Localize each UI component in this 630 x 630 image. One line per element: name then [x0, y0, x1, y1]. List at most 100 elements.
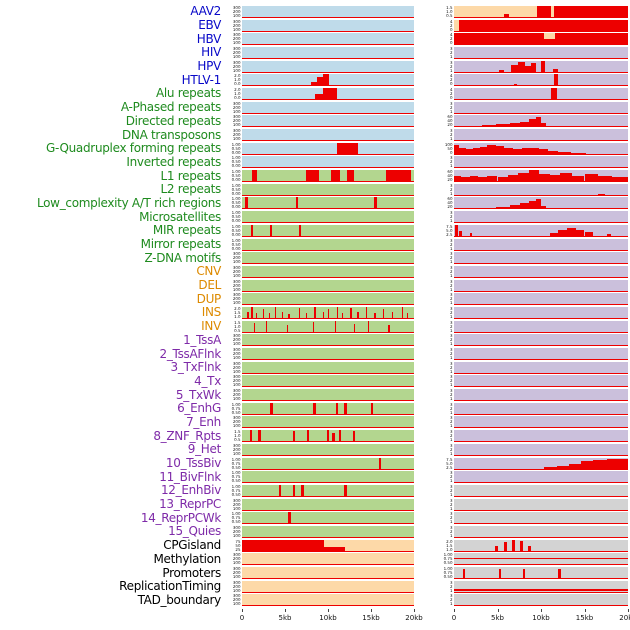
track-row: HBV 300 200 100 4 2 0 [0, 32, 628, 46]
signal-bar [525, 66, 531, 73]
track-panel-right [454, 170, 628, 183]
y-tick-label: 2.0 [234, 74, 241, 79]
track-panel-right [454, 279, 628, 292]
track-row: L2 repeats 1.00 0.50 0.00 3 2 1 [0, 183, 628, 197]
signal-bar [520, 541, 524, 552]
y-tick-label: 300 [232, 348, 241, 353]
signal-bar [288, 512, 292, 525]
track-label-10-tssbiv: 10_TssBiv [165, 456, 221, 471]
track-panel-right [454, 265, 628, 278]
track-row: 4_Tx 300 200 100 3 2 1 [0, 374, 628, 389]
y-axis-ticks-left: 300 200 100 [225, 526, 242, 538]
track-panel-right [454, 594, 628, 607]
y-tick-label: 200 [232, 364, 241, 370]
track-row: CNV 300 200 100 3 2 1 [0, 265, 628, 279]
y-tick-label: 200 [232, 22, 241, 28]
signal-bar [528, 119, 536, 128]
signal-bar [546, 208, 559, 210]
y-axis-ticks-left: 1.00 0.50 0.00 [225, 225, 242, 237]
y-tick-label: 3 [449, 46, 453, 51]
signal-bar [546, 125, 559, 128]
signal-bar [247, 311, 249, 319]
y-tick-label: 1.00 [231, 224, 241, 229]
signal-bar [328, 308, 330, 319]
y-tick-label: 0.75 [231, 460, 241, 466]
signal-bar [541, 167, 547, 169]
y-tick-label: 1.00 [231, 142, 241, 147]
signal-baseline [454, 112, 628, 114]
y-tick-label: 100 [232, 341, 241, 347]
y-tick-label: 2 [449, 22, 453, 28]
y-axis-ticks-left: 300 200 100 [225, 444, 242, 456]
y-axis-ticks-left: 300 200 100 [225, 102, 242, 114]
y-tick-label: 200 [232, 296, 241, 302]
track-panel-right [454, 567, 628, 580]
y-tick-label: 2 [449, 378, 453, 384]
signal-bar [252, 170, 258, 183]
y-tick-label: 1.00 [231, 170, 241, 175]
y-tick-label: 200 [232, 501, 241, 507]
y-tick-label: 1 [449, 313, 453, 319]
y-axis-ticks-left: 1.00 0.50 0.00 [225, 184, 242, 196]
track-panel-left [242, 306, 414, 319]
y-tick-label: 0.75 [231, 474, 241, 480]
y-tick-label: 2 [449, 268, 453, 274]
y-axis-ticks-left: 75 50 25 [225, 540, 242, 552]
signal-baseline [454, 249, 628, 251]
track-label-methylation: Methylation [153, 551, 221, 566]
x-axis-tick-label: 15kb [575, 614, 594, 622]
y-tick-label: 1.0 [234, 77, 241, 83]
signal-bar [567, 228, 576, 237]
y-tick-label: 1 [449, 53, 453, 59]
track-panel-left [242, 183, 414, 196]
track-label-5-txwk: 5_TxWk [175, 387, 221, 402]
y-tick-label: 300 [232, 19, 241, 24]
y-tick-label: 2 [449, 90, 453, 96]
track-panel-right [454, 293, 628, 306]
signal-bar [487, 175, 498, 183]
track-panel-right [454, 457, 628, 470]
signal-bar [371, 402, 374, 415]
signal-bar [513, 148, 522, 155]
y-tick-label: 2 [449, 63, 453, 69]
track-panel-left [242, 33, 414, 46]
y-tick-label: 200 [232, 351, 241, 357]
y-tick-label: 1 [449, 136, 453, 142]
signal-baseline [454, 57, 628, 59]
track-row: L1 repeats 1.00 0.50 0.00 60 40 20 [0, 169, 628, 183]
y-tick-label: 200 [232, 268, 241, 274]
track-panel-right [454, 580, 628, 593]
y-tick-label: 3 [449, 471, 453, 476]
track-label-l2-repeats: L2 repeats [160, 182, 222, 197]
track-label-2-tssaflnk: 2_TssAFlnk [159, 346, 222, 361]
signal-bar [584, 174, 599, 183]
signal-baseline [454, 372, 628, 374]
signal-bar [460, 177, 470, 183]
track-panel-right [454, 306, 628, 319]
signal-bar [346, 170, 354, 183]
track-label-z-dna-motifs: Z-DNA motifs [144, 250, 221, 265]
y-tick-label: 2 [449, 433, 453, 439]
y-tick-label: 1.5 [234, 320, 241, 325]
y-axis-ticks-left: 300 200 100 [225, 375, 242, 387]
y-tick-label: 2 [449, 446, 453, 452]
signal-bar [523, 249, 529, 251]
y-tick-label: 20 [447, 177, 453, 183]
y-tick-label: 1.0 [446, 8, 453, 14]
y-tick-label: 3 [449, 443, 453, 448]
y-tick-label: 300 [232, 5, 241, 10]
y-tick-label: 4 [449, 87, 453, 92]
signal-bar [558, 126, 628, 128]
y-axis-ticks-left: 300 200 100 [225, 416, 242, 428]
signal-bar [467, 208, 482, 210]
y-tick-label: 1 [449, 218, 453, 224]
signal-bar [274, 306, 277, 319]
signal-bar [266, 320, 268, 333]
signal-bar [488, 166, 495, 169]
